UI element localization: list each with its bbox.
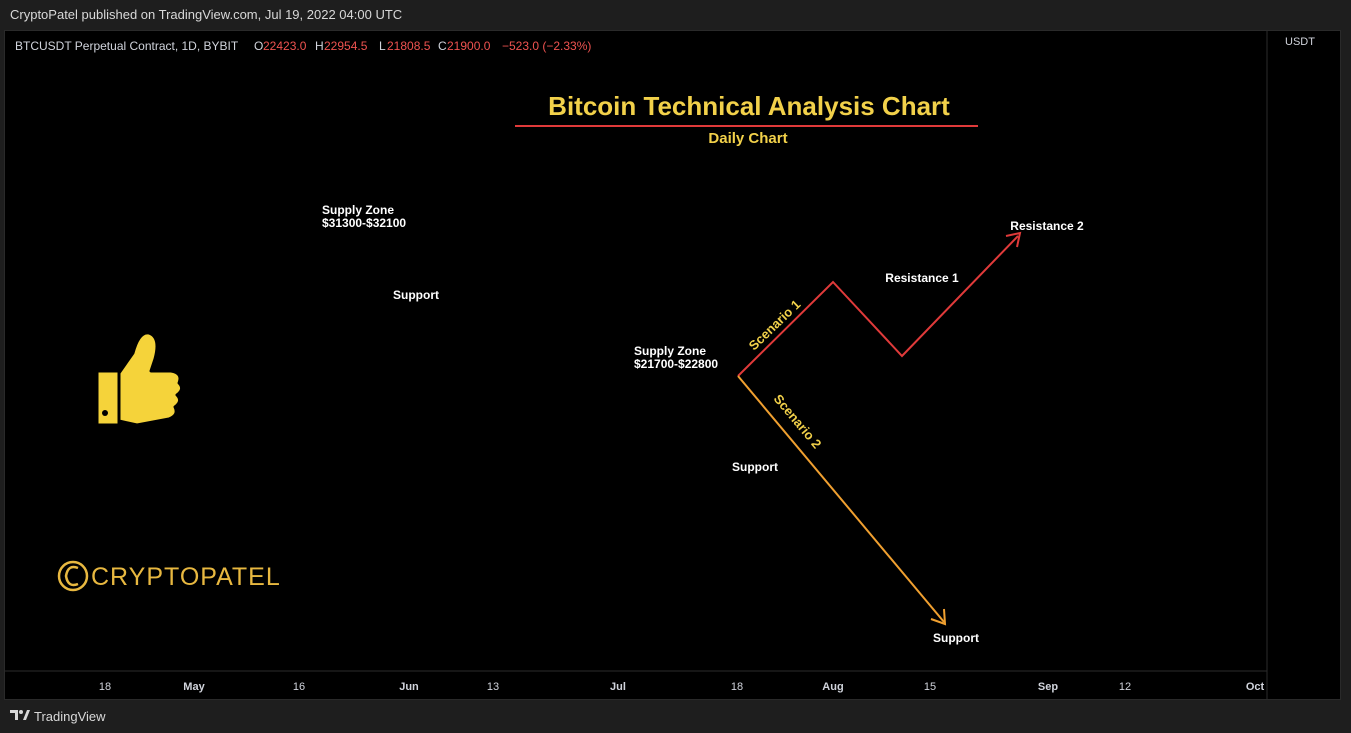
support-label-2: Support [732, 460, 778, 474]
x-tick-label: May [183, 681, 205, 693]
x-tick-label: 18 [99, 681, 111, 693]
legend-high-label: H [315, 39, 324, 53]
legend-close-value: 21900.0 [447, 39, 491, 53]
legend-low-label: L [379, 39, 386, 53]
cryptopatel-logo: CRYPTOPATEL [57, 560, 281, 592]
brand-logo-ring [57, 560, 89, 592]
thumbs-up-icon [95, 331, 184, 427]
legend-close-label: C [438, 39, 447, 53]
legend-open-label: O [254, 39, 263, 53]
scenario-1-arrowhead [1005, 231, 1022, 248]
tradingview-logo-icon [10, 710, 30, 720]
x-tick-label: Oct [1246, 681, 1265, 693]
chart-title: Bitcoin Technical Analysis Chart [548, 91, 950, 121]
x-tick-label: 18 [731, 681, 743, 693]
brand-logo-text: CRYPTOPATEL [91, 563, 281, 591]
x-tick-label: Jul [610, 681, 626, 693]
scenario-1-path [737, 235, 1019, 377]
x-tick-label: 16 [293, 681, 305, 693]
x-tick-label: 15 [924, 681, 936, 693]
publisher-bar: CryptoPatel published on TradingView.com… [0, 0, 1351, 30]
legend-low-value: 21808.5 [387, 39, 431, 53]
scenario-1-label: Scenario 1 [746, 297, 804, 353]
x-tick-label: Aug [822, 681, 843, 693]
tradingview-footer: TradingView [0, 700, 1351, 733]
publisher-text: CryptoPatel published on TradingView.com… [10, 7, 403, 22]
resistance-2-label: Resistance 2 [1010, 219, 1084, 233]
scenario-2-arrowhead [930, 608, 947, 626]
time-axis-ticks: 18 May 16 Jun 13 Jul 18 Aug 15 Sep 12 Oct [99, 681, 1265, 693]
scenario-2-path [737, 375, 945, 623]
resistance-1-label: Resistance 1 [885, 271, 959, 285]
supply-zone-1-label: Supply Zone [322, 203, 394, 217]
support-label-1: Support [393, 288, 439, 302]
x-tick-label: Jun [399, 681, 419, 693]
supply-zone-1-range: $31300-$32100 [322, 216, 406, 230]
y-unit-label: USDT [1285, 36, 1315, 48]
brand-logo-glyph [64, 565, 79, 587]
supply-zone-2-range: $21700-$22800 [634, 357, 718, 371]
scenario-2-label: Scenario 2 [771, 391, 825, 451]
legend-change: −523.0 (−2.33%) [502, 39, 591, 53]
x-tick-label: Sep [1038, 681, 1058, 693]
legend-high-value: 22954.5 [324, 39, 368, 53]
chart-svg[interactable]: BTCUSDT Perpetual Contract, 1D, BYBIT O … [5, 31, 1340, 699]
support-label-3: Support [933, 631, 979, 645]
legend-symbol: BTCUSDT Perpetual Contract, 1D, BYBIT [15, 39, 239, 53]
chart-subtitle: Daily Chart [708, 130, 787, 147]
supply-zone-2-label: Supply Zone [634, 344, 706, 358]
tradingview-brand-text: TradingView [34, 709, 106, 724]
x-tick-label: 13 [487, 681, 499, 693]
x-tick-label: 12 [1119, 681, 1131, 693]
legend-open-value: 22423.0 [263, 39, 307, 53]
chart-area[interactable]: BTCUSDT Perpetual Contract, 1D, BYBIT O … [4, 30, 1341, 700]
